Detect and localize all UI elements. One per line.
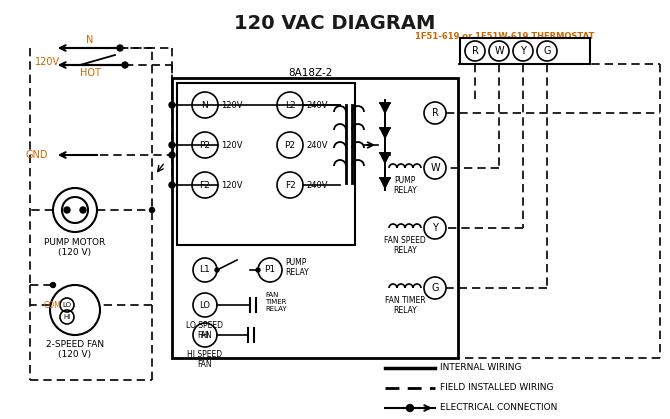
Text: 8A18Z-2: 8A18Z-2 (288, 68, 332, 78)
Text: N: N (86, 35, 94, 45)
Circle shape (407, 404, 413, 411)
Circle shape (256, 268, 260, 272)
Text: FAN TIMER
RELAY: FAN TIMER RELAY (385, 296, 425, 316)
Text: 240V: 240V (306, 181, 328, 189)
Text: P2: P2 (285, 140, 295, 150)
Text: L2: L2 (285, 101, 295, 109)
Text: LO: LO (62, 302, 72, 308)
Text: L1: L1 (200, 266, 210, 274)
Text: INTERNAL WIRING: INTERNAL WIRING (440, 364, 521, 372)
Text: Y: Y (432, 223, 438, 233)
Text: HOT: HOT (80, 68, 101, 78)
Text: G: G (543, 46, 551, 56)
Text: 240V: 240V (306, 140, 328, 150)
Circle shape (64, 207, 70, 213)
Text: Y: Y (520, 46, 526, 56)
Polygon shape (380, 153, 390, 163)
Bar (460, 38, 590, 64)
Circle shape (169, 102, 175, 108)
Text: G: G (431, 283, 439, 293)
Text: LO: LO (200, 300, 210, 310)
Text: 120 VAC DIAGRAM: 120 VAC DIAGRAM (234, 14, 436, 33)
Circle shape (169, 152, 175, 158)
Text: R: R (431, 108, 438, 118)
Text: W: W (494, 46, 504, 56)
Text: COM: COM (44, 300, 62, 310)
Text: 120V: 120V (221, 181, 243, 189)
Text: HI: HI (64, 314, 70, 320)
Text: HI: HI (200, 331, 210, 339)
Text: GND: GND (25, 150, 48, 160)
Circle shape (169, 182, 175, 188)
Text: PUMP
RELAY: PUMP RELAY (393, 176, 417, 195)
Circle shape (149, 207, 155, 212)
Text: FAN
TIMER
RELAY: FAN TIMER RELAY (265, 292, 287, 312)
Circle shape (80, 207, 86, 213)
Text: ELECTRICAL CONNECTION: ELECTRICAL CONNECTION (440, 403, 557, 412)
Circle shape (383, 153, 387, 158)
Text: F2: F2 (200, 181, 210, 189)
Bar (172, 78, 458, 358)
Circle shape (50, 282, 56, 287)
Text: P2: P2 (200, 140, 210, 150)
Circle shape (117, 45, 123, 51)
Text: W: W (430, 163, 440, 173)
Text: FIELD INSTALLED WIRING: FIELD INSTALLED WIRING (440, 383, 553, 393)
Text: R: R (472, 46, 478, 56)
Text: LO SPEED
FAN: LO SPEED FAN (186, 321, 224, 340)
Text: PUMP MOTOR
(120 V): PUMP MOTOR (120 V) (44, 238, 106, 257)
Text: F2: F2 (285, 181, 295, 189)
Text: 1F51-619 or 1F51W-619 THERMOSTAT: 1F51-619 or 1F51W-619 THERMOSTAT (415, 32, 595, 41)
Circle shape (169, 142, 175, 148)
Text: 120V: 120V (35, 57, 60, 67)
Polygon shape (380, 103, 390, 113)
Text: 240V: 240V (306, 101, 328, 109)
Text: FAN SPEED
RELAY: FAN SPEED RELAY (384, 236, 426, 256)
Text: 120V: 120V (221, 101, 243, 109)
Text: N: N (202, 101, 208, 109)
Bar (177, 83, 355, 245)
Circle shape (215, 268, 219, 272)
Text: 120V: 120V (221, 140, 243, 150)
Text: HI SPEED
FAN: HI SPEED FAN (188, 350, 222, 370)
Polygon shape (380, 128, 390, 138)
Text: PUMP
RELAY: PUMP RELAY (285, 258, 309, 277)
Text: P1: P1 (265, 266, 275, 274)
Polygon shape (380, 178, 390, 188)
Text: 2-SPEED FAN
(120 V): 2-SPEED FAN (120 V) (46, 340, 104, 360)
Circle shape (122, 62, 128, 68)
